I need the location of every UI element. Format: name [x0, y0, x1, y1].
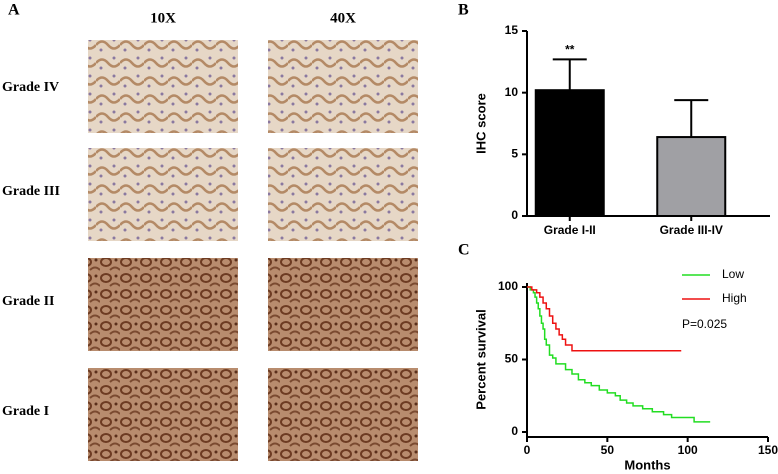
y-axis-label: Percent survival [473, 309, 488, 409]
legend-label: Low [722, 267, 744, 281]
y-tick-label: 10 [505, 85, 519, 99]
micrograph [268, 148, 418, 241]
significance: ** [565, 43, 575, 57]
row-label: Grade I [2, 404, 49, 419]
panel-label: A [8, 2, 20, 19]
y-tick-label: 50 [505, 352, 519, 366]
survival-line [527, 286, 711, 423]
legend-label: High [722, 291, 747, 305]
bar [534, 89, 605, 217]
row-label: Grade II [2, 294, 55, 309]
y-tick-label: 15 [505, 23, 519, 37]
row-label: Grade IV [2, 80, 59, 95]
micrograph [268, 258, 418, 351]
micrograph [268, 40, 418, 133]
panel-label: C [458, 242, 470, 259]
x-axis-label: Months [624, 457, 670, 472]
y-tick-label: 0 [511, 208, 518, 222]
y-tick-label: 0 [511, 424, 518, 438]
micrograph [268, 368, 418, 461]
x-tick-label: Grade I-II [544, 223, 596, 237]
row-label: Grade III [2, 184, 60, 199]
column-label: 40X [330, 10, 356, 26]
x-tick-label: 150 [758, 443, 778, 457]
y-axis-label: IHC score [473, 93, 488, 154]
micrograph [88, 148, 238, 241]
y-tick-label: 100 [498, 279, 518, 293]
column-label: 10X [150, 10, 176, 26]
x-tick-label: 50 [601, 443, 615, 457]
p-value: P=0.025 [682, 317, 727, 331]
panel-label: B [458, 2, 469, 19]
bar [656, 136, 727, 217]
micrograph [88, 40, 238, 133]
x-tick-label: Grade III-IV [660, 223, 723, 237]
x-tick-label: 0 [524, 443, 531, 457]
micrograph [88, 258, 238, 351]
micrograph [88, 368, 238, 461]
y-tick-label: 5 [511, 147, 518, 161]
survival-line [527, 286, 682, 352]
panel-a: A 10X 40X Grade IV Grade III Grade II Gr… [2, 2, 418, 461]
x-tick-label: 100 [678, 443, 698, 457]
